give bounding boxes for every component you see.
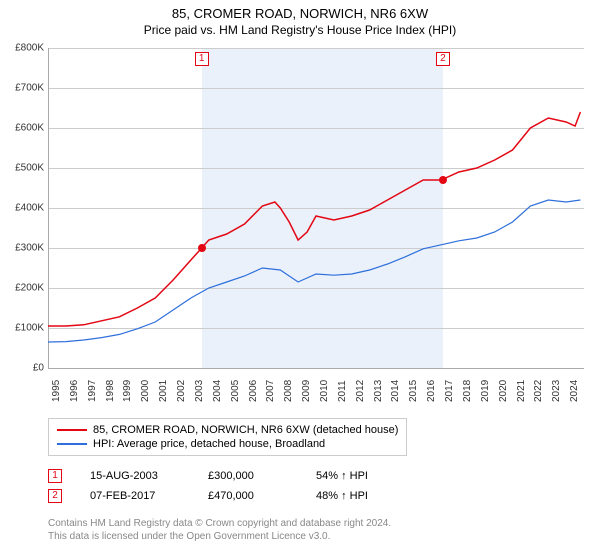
sale-vs-hpi: 54% ↑ HPI [316,470,396,482]
x-tick-label: 1995 [51,380,62,402]
sale-point [198,244,206,252]
x-tick-label: 2005 [230,380,241,402]
legend-label: HPI: Average price, detached house, Broa… [93,438,325,450]
sale-marker-box: 1 [195,52,209,66]
footer-line1: Contains HM Land Registry data © Crown c… [48,518,391,531]
plot-area: 12 [48,48,584,368]
x-tick-label: 2021 [516,380,527,402]
x-tick-label: 1998 [105,380,116,402]
footer-line2: This data is licensed under the Open Gov… [48,531,391,544]
x-tick-label: 2013 [373,380,384,402]
x-tick-label: 2011 [337,380,348,402]
title-subtitle: Price paid vs. HM Land Registry's House … [0,23,600,39]
x-tick-label: 2010 [319,380,330,402]
sale-vs-hpi: 48% ↑ HPI [316,490,396,502]
sale-marker-icon: 2 [48,489,62,503]
x-tick-label: 2019 [480,380,491,402]
x-tick-label: 2003 [194,380,205,402]
y-tick-label: £500K [15,163,44,174]
y-tick-label: £300K [15,243,44,254]
sale-point [439,176,447,184]
x-tick-label: 2009 [301,380,312,402]
x-tick-label: 2017 [444,380,455,402]
x-tick-label: 2001 [158,380,169,402]
legend-label: 85, CROMER ROAD, NORWICH, NR6 6XW (detac… [93,424,398,436]
x-tick-label: 2000 [140,380,151,402]
x-tick-label: 2015 [408,380,419,402]
y-tick-label: £400K [15,203,44,214]
sale-price: £470,000 [208,490,288,502]
x-tick-label: 1999 [122,380,133,402]
series-price_paid [48,112,580,326]
legend-item: HPI: Average price, detached house, Broa… [57,437,398,451]
y-tick-label: £200K [15,283,44,294]
legend-item: 85, CROMER ROAD, NORWICH, NR6 6XW (detac… [57,423,398,437]
series-svg [48,48,584,368]
x-tick-label: 2006 [248,380,259,402]
x-tick-label: 2007 [265,380,276,402]
x-tick-label: 2016 [426,380,437,402]
x-tick-label: 2023 [551,380,562,402]
x-tick-label: 2012 [355,380,366,402]
series-hpi [48,200,580,342]
chart-container: 85, CROMER ROAD, NORWICH, NR6 6XW Price … [0,0,600,560]
sale-price: £300,000 [208,470,288,482]
x-axis: 1995 1996 1997 1998 1999 2000 2001 2002 2003 2004… [48,368,584,414]
sale-marker-box: 2 [436,52,450,66]
x-tick-label: 2020 [498,380,509,402]
y-axis: £0£100K£200K£300K£400K£500K£600K£700K£80… [0,48,48,368]
x-tick-label: 2024 [569,380,580,402]
sale-date: 15-AUG-2003 [90,470,180,482]
x-tick-label: 2004 [212,380,223,402]
legend-swatch [57,429,87,431]
sale-date: 07-FEB-2017 [90,490,180,502]
sales-table: 1 15-AUG-2003 £300,000 54% ↑ HPI 2 07-FEB-201… [48,466,396,506]
x-tick-label: 2022 [533,380,544,402]
y-tick-label: £0 [33,363,44,374]
x-tick-label: 1997 [87,380,98,402]
title-block: 85, CROMER ROAD, NORWICH, NR6 6XW Price … [0,0,600,38]
sale-row: 2 07-FEB-2017 £470,000 48% ↑ HPI [48,486,396,506]
y-tick-label: £800K [15,43,44,54]
legend: 85, CROMER ROAD, NORWICH, NR6 6XW (detac… [48,418,407,456]
y-tick-label: £600K [15,123,44,134]
sale-row: 1 15-AUG-2003 £300,000 54% ↑ HPI [48,466,396,486]
y-tick-label: £700K [15,83,44,94]
title-address: 85, CROMER ROAD, NORWICH, NR6 6XW [0,6,600,23]
y-tick-label: £100K [15,323,44,334]
x-tick-label: 2008 [283,380,294,402]
footer: Contains HM Land Registry data © Crown c… [48,518,391,543]
x-tick-label: 2014 [390,380,401,402]
x-tick-label: 2018 [462,380,473,402]
x-tick-label: 2002 [176,380,187,402]
legend-swatch [57,443,87,445]
x-tick-label: 1996 [69,380,80,402]
plot-wrap: 12 [48,48,584,368]
sale-marker-icon: 1 [48,469,62,483]
